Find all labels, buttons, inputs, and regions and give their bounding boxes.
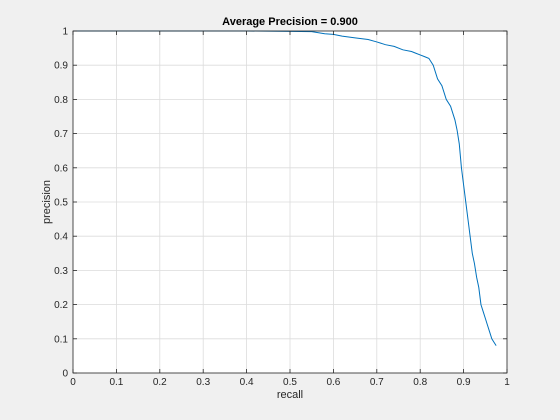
- y-tick-label: 0.5: [54, 198, 68, 209]
- x-tick-label: 0.4: [240, 377, 254, 388]
- x-tick-label: 0.6: [326, 377, 340, 388]
- x-tick-label: 0: [70, 377, 76, 388]
- precision-recall-line: [73, 30, 497, 346]
- x-tick-label: 0.8: [413, 377, 427, 388]
- y-tick-label: 1: [62, 27, 68, 38]
- y-tick-label: 0.1: [54, 334, 68, 345]
- series-layer: [73, 30, 497, 346]
- x-tick-label: 0.9: [457, 377, 471, 388]
- y-tick-label: 0.3: [54, 266, 68, 277]
- x-tick-label: 0.2: [153, 377, 167, 388]
- x-tick-label: 0.5: [283, 377, 297, 388]
- y-tick-label: 0.4: [54, 232, 68, 243]
- y-tick-labels: 0 0.1 0.2 0.3 0.4 0.5 0.6 0.7 0.8 0.9 1: [54, 27, 68, 380]
- x-tick-label: 0.3: [196, 377, 210, 388]
- x-tick-label: 0.7: [370, 377, 384, 388]
- chart-title: Average Precision = 0.900: [222, 16, 358, 28]
- x-tick-labels: 0 0.1 0.2 0.3 0.4 0.5 0.6 0.7 0.8 0.9 1: [70, 377, 510, 388]
- y-axis-label: precision: [41, 180, 53, 224]
- x-tick-label: 1: [504, 377, 510, 388]
- y-tick-label: 0.8: [54, 95, 68, 106]
- y-tick-label: 0.9: [54, 61, 68, 72]
- y-tick-label: 0.6: [54, 163, 68, 174]
- y-tick-label: 0: [62, 369, 68, 380]
- tick-marks: [72, 30, 508, 374]
- x-tick-label: 0.1: [109, 377, 123, 388]
- x-axis-label: recall: [277, 389, 303, 401]
- y-tick-label: 0.2: [54, 300, 68, 311]
- y-tick-label: 0.7: [54, 129, 68, 140]
